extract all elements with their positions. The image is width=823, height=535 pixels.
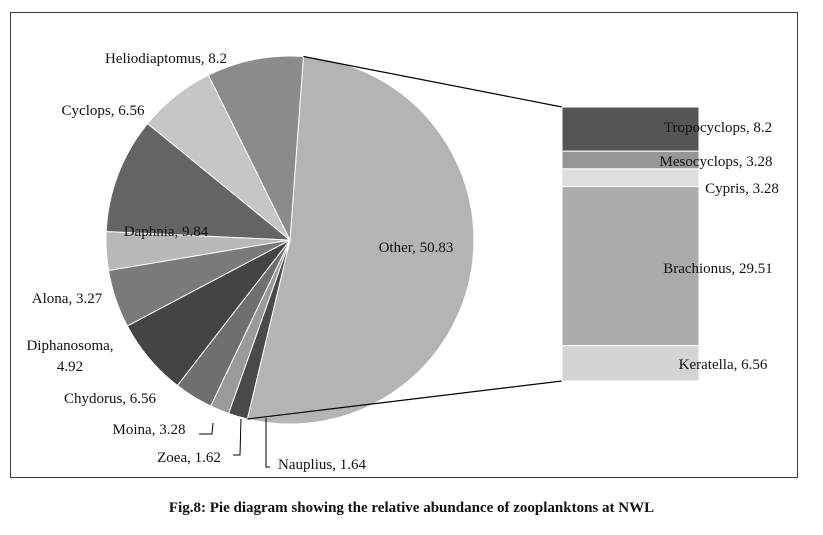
chart-frame: [10, 12, 798, 478]
data-label-alona: Alona, 3.27: [32, 291, 103, 307]
leader-line-moina: [199, 422, 214, 435]
bar-segment-brachionus: [561, 186, 700, 347]
connector-lines: [199, 55, 563, 468]
data-labels: Other, 50.83 Nauplius, 1.64 Zoea, 1.62 Moin…: [26, 51, 778, 473]
data-label-nauplius: Nauplius, 1.64: [278, 457, 366, 473]
pie: [105, 55, 475, 425]
data-label-chydorus: Chydorus, 6.56: [64, 391, 157, 407]
data-label-cypris: Cypris, 3.28: [705, 181, 779, 197]
data-label-other: Other, 50.83: [379, 240, 454, 256]
data-label-brachionus: Brachionus, 29.51: [663, 261, 773, 277]
pie-slice-daphnia: [105, 122, 292, 241]
leader-line-zoea: [233, 418, 242, 456]
data-label-zoea: Zoea, 1.62: [157, 450, 221, 466]
pie-slice-heliodiaptomus: [207, 55, 305, 242]
bar-segment-tropocyclops: [561, 106, 700, 152]
bar-of-pie-chart: Other, 50.83 Nauplius, 1.64 Zoea, 1.62 Moin…: [26, 51, 778, 473]
leader-line-nauplius: [265, 418, 270, 468]
chart-title: Fig.8: Pie diagram showing the relative …: [168, 500, 655, 516]
data-label-moina: Moina, 3.28: [113, 422, 186, 438]
data-label-mesocyclops: Mesocyclops, 3.28: [660, 154, 773, 170]
data-label-diphanosoma: Diphanosoma, 4.92: [26, 338, 113, 375]
data-label-daphnia: Daphnia, 9.84: [124, 224, 209, 240]
data-label-cyclops: Cyclops, 6.56: [62, 103, 145, 119]
data-label-keratella: Keratella, 6.56: [679, 357, 768, 373]
data-label-heliodiaptomus: Heliodiaptomus, 8.2: [105, 51, 227, 67]
stacked-bar: [561, 106, 700, 382]
data-label-tropocyclops: Tropocyclops, 8.2: [664, 120, 772, 136]
connector-line-bottom: [247, 380, 563, 420]
pie-slice-other: [246, 55, 475, 425]
bar-segment-keratella: [561, 345, 700, 382]
connector-line-top: [303, 55, 563, 108]
bar-segment-cypris: [561, 168, 700, 188]
